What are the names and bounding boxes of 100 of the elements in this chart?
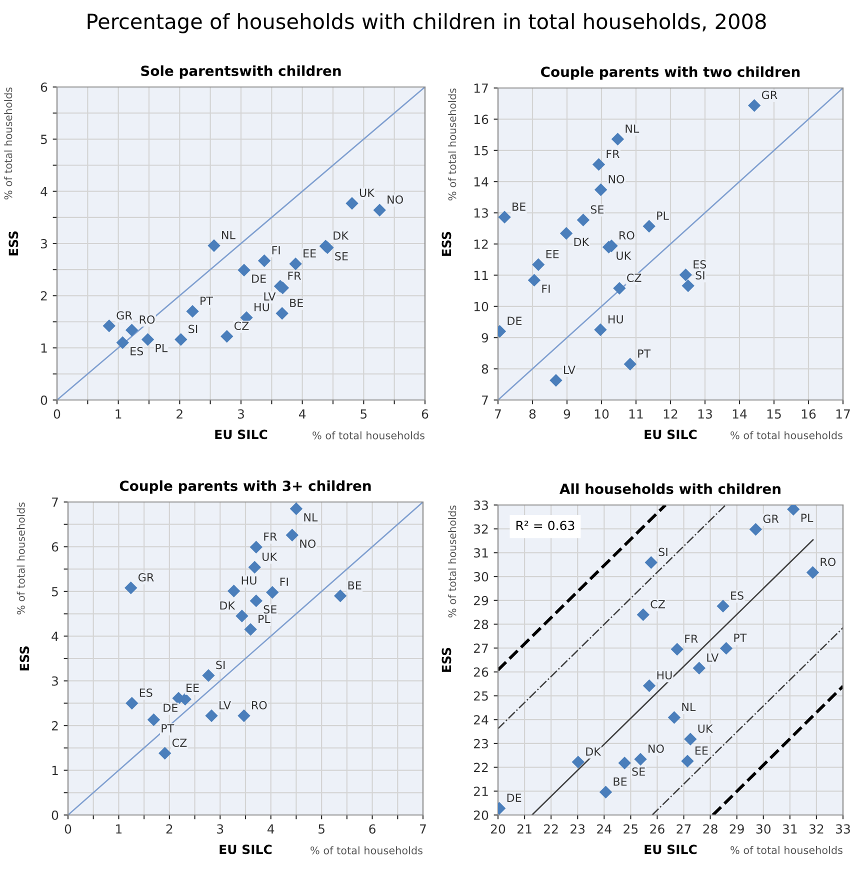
x-tick-label: 2: [166, 824, 172, 834]
point: [220, 330, 234, 343]
annotation: PT: [200, 296, 214, 305]
annotation: FR: [264, 532, 277, 541]
point: [174, 333, 188, 346]
annotation: PL: [657, 212, 669, 220]
annotation: GR: [116, 311, 132, 320]
point: [594, 183, 608, 196]
x-tick-label: 1: [116, 824, 122, 834]
annotation: FI: [272, 246, 280, 254]
x-tick-label: 5: [360, 409, 367, 419]
y-tick-label: 0: [52, 810, 58, 820]
x-tick-label: 0: [64, 824, 72, 834]
x-tick-label: 23: [570, 824, 585, 834]
point: [373, 204, 386, 216]
y-tick-label: 2: [52, 721, 58, 730]
annotation: CZ: [627, 274, 642, 282]
x-tick-label: 33: [836, 824, 850, 834]
annotation: CZ: [234, 322, 249, 330]
annotation: LV: [564, 366, 576, 374]
x-tick-label: 8: [529, 409, 536, 419]
point: [147, 713, 160, 726]
annotation: DK: [220, 601, 236, 610]
x-tick-label: 5: [318, 824, 324, 834]
annotation: SE: [264, 605, 276, 614]
y-tick-label: 12: [474, 239, 488, 249]
x-tick-label: 24: [597, 824, 612, 834]
x-tick-label: 14: [732, 409, 747, 419]
y-tick-label: 23: [474, 738, 488, 748]
annotation: SI: [696, 271, 704, 280]
annotation: BE: [348, 581, 362, 590]
annotation: SI: [188, 324, 198, 334]
y-tick-label: 4: [40, 186, 48, 196]
x-tick-label: 27: [676, 824, 691, 834]
y-tick-label: 5: [52, 587, 58, 596]
annotation: NL: [682, 702, 696, 711]
point: [679, 268, 692, 282]
y-tick-label: 11: [474, 270, 488, 280]
y-tick-label: 7: [52, 498, 58, 507]
annotation: LV: [220, 701, 231, 710]
point: [258, 254, 271, 268]
point: [613, 282, 626, 295]
y-tick-label: 5: [40, 134, 47, 144]
y-tick-label: 15: [474, 146, 488, 156]
annotation: DE: [508, 316, 522, 325]
annotation: ES: [140, 688, 152, 697]
text: % of total households: [448, 88, 456, 200]
annotation: SE: [335, 252, 348, 260]
x-tick-label: 10: [594, 409, 609, 419]
point: [126, 696, 138, 710]
annotation: DK: [334, 232, 349, 240]
text: % of total households: [16, 502, 25, 614]
x-tick-label: 20: [490, 824, 506, 834]
point: [642, 220, 656, 233]
annotation: SI: [658, 548, 668, 556]
point: [806, 566, 820, 579]
point: [681, 754, 694, 768]
point: [116, 336, 129, 349]
annotation: LV: [707, 654, 719, 662]
x-tick-label: 30: [756, 824, 771, 834]
point: [611, 132, 624, 146]
annotation: GR: [762, 90, 778, 100]
x-tick-label: 28: [703, 824, 718, 834]
annotation: CZ: [650, 600, 665, 608]
y-tick-label: 22: [474, 762, 488, 772]
annotation: SE: [632, 767, 645, 776]
x-axis-title: EU SILC: [644, 430, 697, 440]
annotation: DE: [507, 794, 522, 802]
annotation: RO: [820, 558, 836, 566]
x-tick-label: 6: [369, 824, 376, 834]
annotation: UK: [360, 188, 375, 198]
point: [624, 358, 636, 370]
point: [289, 257, 302, 270]
x-axis-title: EU SILC: [215, 430, 268, 440]
y-tick-label: 25: [474, 691, 488, 701]
annotation: BE: [614, 778, 627, 786]
point: [594, 323, 607, 336]
y-tick-label: 30: [474, 572, 488, 582]
point: [528, 274, 541, 287]
annotation: RO: [620, 231, 634, 240]
point: [634, 752, 647, 766]
annotation: UK: [698, 724, 713, 733]
y-tick-label: 13: [474, 208, 488, 218]
x-tick-label: 9: [564, 409, 570, 419]
y-tick-label: 4: [52, 632, 58, 641]
point: [244, 623, 257, 636]
annotation: NO: [608, 174, 624, 184]
point: [290, 502, 303, 516]
y-tick-label: 29: [474, 596, 488, 606]
x-tick-label: 4: [267, 824, 274, 834]
point: [572, 756, 585, 768]
point: [668, 711, 681, 724]
point: [618, 756, 631, 770]
x-tick-label: 2: [176, 409, 182, 419]
point: [592, 158, 606, 171]
point: [250, 594, 263, 608]
x-tick-label: 21: [518, 824, 532, 834]
annotation: R² = 0.63: [516, 520, 574, 530]
point: [682, 279, 694, 292]
point: [236, 610, 248, 622]
